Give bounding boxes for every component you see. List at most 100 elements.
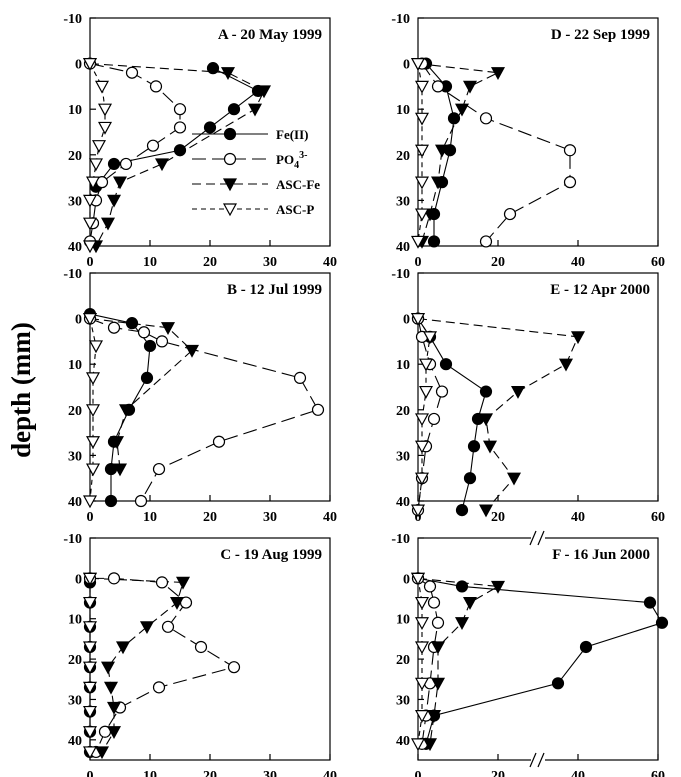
data-point	[410, 235, 426, 249]
data-point	[414, 176, 430, 190]
data-point	[478, 413, 494, 427]
axis-break-mark	[537, 752, 545, 768]
x-tick-label: 20	[203, 769, 217, 777]
y-tick-label: 40	[396, 240, 410, 255]
data-point	[454, 617, 470, 631]
data-point	[149, 80, 163, 93]
panel-title: F - 16 Jun 2000	[552, 547, 650, 563]
data-point	[418, 358, 434, 372]
data-point	[140, 371, 154, 384]
y-tick-label: -10	[391, 532, 410, 547]
x-tick-label: 40	[323, 255, 337, 270]
data-point	[414, 144, 430, 158]
axis-break-gap	[531, 757, 545, 763]
data-point	[85, 372, 101, 386]
x-tick-label: 30	[263, 769, 277, 777]
data-point	[430, 176, 446, 190]
panel-title: D - 22 Sep 1999	[551, 27, 650, 43]
data-point	[414, 440, 430, 454]
data-point	[82, 661, 98, 675]
y-tick-label: 20	[68, 149, 82, 164]
data-point	[482, 440, 498, 454]
data-point	[106, 194, 122, 208]
data-point	[247, 103, 263, 117]
panel-title: E - 12 Apr 2000	[550, 282, 650, 298]
x-tick-label: 20	[491, 510, 505, 525]
data-point	[510, 385, 526, 399]
data-point	[107, 321, 121, 334]
legend-marker	[222, 203, 238, 217]
series-line	[89, 63, 106, 246]
y-tick-label: 30	[68, 693, 82, 708]
y-tick-label: 0	[403, 572, 410, 587]
data-point	[414, 413, 430, 427]
data-point	[146, 139, 160, 152]
data-point	[311, 403, 325, 416]
chart-panel-1: -10 0 10 20 30 40 0 10 20 30 40 A - 20 May 1999	[63, 12, 337, 270]
data-point	[91, 140, 107, 153]
x-tick-label: 60	[651, 255, 665, 270]
data-point	[563, 176, 577, 189]
data-point	[160, 322, 176, 335]
plot-frame	[89, 537, 331, 761]
y-tick-label: 20	[396, 404, 410, 419]
y-tick-label: 30	[68, 449, 82, 464]
data-point	[455, 504, 469, 517]
data-point	[410, 504, 426, 518]
data-point	[109, 436, 125, 449]
x-tick-label: 40	[571, 510, 585, 525]
data-point	[293, 371, 307, 384]
data-point	[82, 313, 98, 326]
data-point	[82, 726, 98, 739]
data-point	[410, 57, 426, 71]
data-point	[506, 472, 522, 486]
y-tick-label: -10	[391, 12, 410, 27]
x-tick-label: 40	[571, 255, 585, 270]
data-point	[558, 358, 574, 372]
series-line	[89, 577, 184, 753]
x-tick-label: 20	[203, 510, 217, 525]
data-point	[256, 85, 272, 99]
x-tick-label: 20	[491, 769, 505, 777]
data-point	[579, 640, 593, 654]
chart-panel-5: -10 0 10 20 30 40 0 10 20 30 40 C - 19 Aug 1999	[63, 532, 337, 777]
data-point	[85, 436, 101, 449]
data-point	[430, 677, 446, 691]
data-point	[434, 144, 450, 158]
data-point	[175, 576, 191, 590]
data-point	[82, 596, 98, 610]
x-tick-label: 40	[323, 769, 337, 777]
data-point	[418, 385, 434, 399]
data-point	[97, 121, 113, 135]
data-point	[463, 472, 477, 485]
axis-break-mark	[529, 530, 537, 546]
data-point	[439, 358, 453, 371]
data-point	[490, 67, 506, 80]
x-tick-label: 60	[651, 510, 665, 525]
data-point	[88, 340, 104, 354]
y-tick-label: 20	[396, 653, 410, 668]
data-point	[227, 103, 241, 116]
data-point	[106, 726, 122, 739]
y-tick-label: 40	[396, 734, 410, 749]
data-point	[414, 80, 430, 94]
chart-panel-4: -10 0 10 20 30 40 0 20 40 60 E - 12 Apr 2000	[391, 267, 665, 525]
series-line	[89, 318, 193, 470]
plot-frame	[417, 272, 659, 502]
x-tick-label: 0	[87, 510, 94, 525]
data-point	[82, 621, 98, 635]
data-point	[112, 463, 128, 477]
legend-marker	[222, 178, 238, 192]
data-point	[427, 412, 441, 426]
data-point	[143, 339, 157, 353]
data-point	[119, 157, 133, 171]
series-line	[89, 318, 319, 502]
y-tick-label: 10	[396, 613, 410, 628]
data-point	[427, 596, 441, 609]
legend-marker	[223, 127, 237, 141]
data-point	[227, 661, 241, 674]
data-point	[455, 580, 469, 593]
data-point	[152, 462, 166, 476]
data-point	[137, 326, 151, 339]
data-point	[82, 572, 98, 586]
